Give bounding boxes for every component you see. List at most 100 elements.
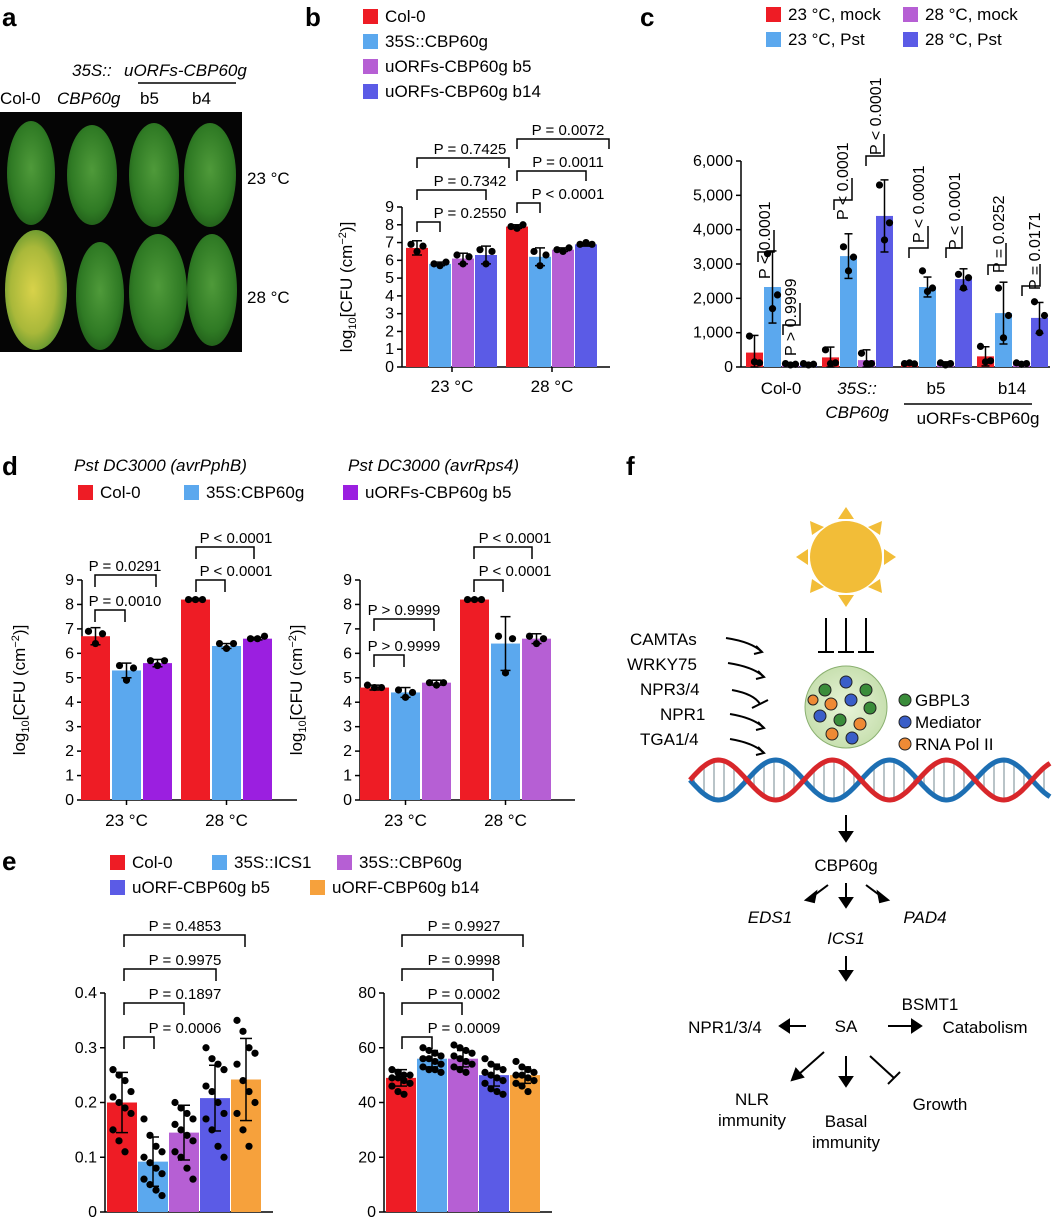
bar [429, 263, 451, 367]
data-point [1030, 298, 1039, 306]
p-value-label: P > 0.9999 [783, 278, 800, 356]
data-point [214, 1142, 222, 1150]
y-tick-label: 2,000 [693, 290, 733, 307]
panel-letter-a: a [2, 2, 17, 32]
p-value-label: P < 0.0001 [200, 563, 273, 580]
data-point [918, 267, 927, 275]
data-point [518, 1063, 526, 1071]
y-tick-label: 5 [65, 670, 74, 687]
p-value-label: P > 0.9999 [368, 602, 441, 619]
data-point [508, 635, 517, 643]
p-value-label: P = 0.9975 [149, 952, 222, 969]
comparison-bracket [195, 546, 255, 559]
data-point [431, 1057, 439, 1066]
y-tick-label: 4 [343, 694, 352, 711]
data-point [477, 595, 486, 604]
data-point [109, 1126, 117, 1134]
data-point [487, 1085, 495, 1093]
data-point [499, 1090, 507, 1098]
regulator-label: WRKY75 [627, 655, 697, 674]
comparison-bracket [416, 221, 441, 232]
y-tick-label: 4,000 [693, 222, 733, 239]
legend-d: Pst DC3000 (avrPphB) Pst DC3000 (avrRps4)… [74, 456, 519, 502]
data-point [233, 1016, 241, 1024]
legend-swatch [110, 880, 125, 895]
p-value-label: P = 0.0011 [532, 154, 604, 171]
data-point [115, 1098, 123, 1107]
chart-title: Pst DC3000 (avrPphB) [74, 456, 247, 475]
data-point [481, 1055, 489, 1063]
data-point [171, 1148, 179, 1156]
bar [422, 682, 451, 800]
data-point [964, 274, 973, 282]
legend-label: 28 °C, Pst [925, 30, 1002, 49]
data-point [493, 1087, 501, 1096]
chart-d2: 0 1 2 3 4 5 6 7 8 9 log10[CFU (cm−2)] 23 °C 28 °C P >… [287, 530, 575, 830]
data-point [251, 1049, 259, 1057]
data-point [524, 1074, 532, 1082]
leaf-image [7, 121, 55, 225]
x-tick-label: 28 °C [484, 811, 527, 830]
bar [552, 249, 574, 367]
data-point [954, 270, 963, 278]
legend-label: Col-0 [100, 483, 141, 502]
y-tick-label: 5,000 [693, 187, 733, 204]
data-point [437, 1068, 445, 1076]
bar [448, 1058, 478, 1212]
data-point [394, 1074, 402, 1082]
chart-title: Pst DC3000 (avrRps4) [348, 456, 519, 475]
bar [181, 599, 210, 800]
data-point [115, 1071, 123, 1079]
y-tick-label: 0.2 [75, 1095, 97, 1112]
mediator-legend-dot [898, 715, 912, 729]
y-tick-label: 6 [343, 645, 352, 662]
comparison-bracket [123, 934, 246, 947]
regulator-label: TGA1/4 [640, 730, 699, 749]
p-value-label: P < 0.0001 [200, 530, 273, 547]
data-point [202, 1082, 210, 1090]
x-tick-label: 23 °C [384, 811, 427, 830]
data-point [849, 253, 858, 261]
data-point [84, 627, 93, 635]
y-tick-label: 9 [385, 199, 394, 216]
bsmt1-node: BSMT1 [902, 995, 959, 1014]
data-point [229, 639, 238, 648]
legend-label: 23 °C, Pst [788, 30, 865, 49]
chart-e1: 0 0.1 0.2 0.3 0.4 P = 0.4853 P = 0.9975 P = 0.1… [75, 918, 273, 1221]
data-point [459, 260, 467, 268]
data-point [465, 253, 473, 261]
data-point [450, 1063, 458, 1071]
y-tick-label: 7 [385, 235, 394, 252]
cbp60g-node: CBP60g [814, 856, 877, 875]
legend-label: 35S::CBP60g [359, 853, 462, 872]
y-tick-label: 0 [367, 1204, 376, 1221]
y-tick-label: 6,000 [693, 153, 733, 170]
y-tick-label: 1,000 [693, 325, 733, 342]
data-point [215, 639, 224, 648]
x-tick-label: 28 °C [531, 377, 574, 396]
data-point [999, 334, 1008, 342]
temp-label-23: 23 °C [247, 169, 290, 188]
panel-f-diagram: CAMTAs WRKY75 NPR3/4 NPR1 TGA1/4 GBPL3 M… [627, 507, 1052, 1152]
data-point [239, 1027, 247, 1035]
legend-swatch [363, 34, 378, 49]
bar [406, 247, 428, 367]
bar [81, 636, 110, 800]
data-point [189, 1175, 197, 1183]
data-point [844, 267, 853, 275]
y-tick-label: 60 [358, 1040, 376, 1057]
comparison-bracket [373, 654, 405, 667]
construct-label-2: uORFs-CBP60g [124, 61, 247, 80]
regulator-arrows [725, 637, 769, 756]
legend-swatch [766, 7, 781, 22]
bar [479, 1075, 509, 1212]
data-point [158, 1170, 166, 1178]
b4-label: b4 [192, 89, 211, 108]
data-point [986, 357, 995, 365]
comparison-bracket [987, 243, 1007, 275]
data-point [513, 224, 521, 232]
bar [840, 256, 857, 367]
data-point [773, 291, 782, 299]
